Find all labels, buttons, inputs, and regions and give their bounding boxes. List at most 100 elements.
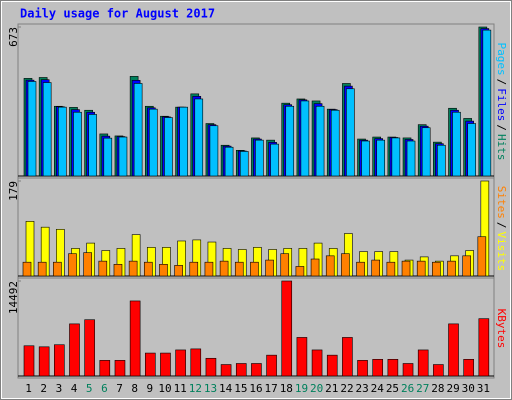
bar	[376, 139, 386, 177]
bar	[361, 140, 370, 177]
bar	[113, 264, 123, 277]
x-tick-label: 9	[147, 382, 154, 395]
bar	[133, 83, 143, 177]
legend-entry: Pages	[495, 43, 508, 76]
bar	[88, 114, 97, 177]
bar	[103, 137, 113, 177]
bar	[251, 363, 262, 377]
bar	[433, 364, 444, 377]
bar	[114, 360, 126, 377]
bar	[462, 255, 471, 277]
legend-entry: Sites	[495, 186, 508, 219]
legend-separator: /	[495, 222, 508, 229]
y-tick-label: 673	[7, 27, 20, 47]
bar	[437, 144, 446, 177]
bar	[58, 106, 67, 177]
bar	[98, 260, 108, 277]
x-tick-label: 17	[265, 382, 278, 395]
bar	[209, 125, 219, 177]
bar	[467, 123, 476, 177]
x-tick-label: 10	[158, 382, 171, 395]
bar	[447, 260, 456, 277]
chart-title: Daily usage for August 2017	[20, 7, 215, 21]
y-tick-label: 14492	[7, 281, 20, 314]
bar	[22, 261, 32, 277]
x-tick-label: 20	[310, 382, 323, 395]
bar	[54, 344, 65, 377]
x-tick-label: 11	[174, 382, 187, 395]
x-tick-label: 7	[116, 382, 123, 395]
x-tick-label: 27	[416, 382, 429, 395]
bar	[194, 98, 204, 177]
bar	[452, 111, 461, 177]
bar	[478, 318, 490, 377]
bar	[401, 260, 411, 277]
x-tick-label: 26	[401, 382, 414, 395]
x-tick-label: 14	[219, 382, 233, 395]
bar	[148, 108, 158, 177]
bar	[42, 82, 52, 177]
bar	[386, 261, 396, 277]
bar	[27, 81, 37, 177]
x-tick-label: 13	[204, 382, 217, 395]
bar	[372, 359, 384, 377]
bar	[205, 357, 217, 377]
bar	[160, 352, 171, 377]
bar	[239, 151, 249, 177]
bar	[315, 105, 325, 177]
bar	[265, 259, 274, 277]
x-tick-label: 15	[234, 382, 247, 395]
bar	[175, 349, 186, 377]
x-tick-label: 25	[386, 382, 399, 395]
bar	[421, 127, 431, 177]
bar	[326, 354, 338, 377]
bar	[219, 260, 229, 277]
legend: Sites / Visits	[495, 186, 508, 272]
bar	[285, 105, 295, 177]
x-tick-label: 31	[477, 382, 490, 395]
bar	[341, 253, 350, 277]
bar	[402, 363, 414, 377]
legend: KBytes	[495, 309, 508, 349]
bar	[406, 140, 416, 177]
bar	[235, 363, 247, 377]
bar	[174, 265, 183, 277]
bar	[234, 261, 244, 277]
bar	[118, 136, 128, 177]
x-tick-label: 21	[325, 382, 338, 395]
x-tick-label: 22	[340, 382, 353, 395]
bar	[204, 261, 214, 277]
bar	[144, 352, 156, 377]
bar	[189, 261, 199, 277]
legend-separator: /	[495, 79, 508, 86]
bar	[220, 364, 232, 377]
bar	[164, 117, 173, 177]
bar	[224, 146, 234, 177]
bar	[463, 359, 474, 377]
bar	[179, 106, 188, 177]
bar	[432, 261, 441, 277]
x-tick-label: 6	[101, 382, 108, 395]
x-tick-label: 16	[249, 382, 262, 395]
bar	[23, 345, 35, 377]
bar	[38, 346, 50, 377]
bar	[190, 348, 202, 377]
x-tick-label: 23	[356, 382, 369, 395]
legend-separator: /	[495, 124, 508, 131]
bar	[387, 359, 399, 377]
x-tick-label: 24	[371, 382, 385, 395]
bar	[295, 266, 305, 277]
bar	[482, 29, 492, 177]
y-tick-label: 179	[7, 181, 20, 201]
bar	[250, 261, 259, 277]
bar	[477, 236, 487, 277]
bar	[159, 264, 168, 277]
plot-area	[17, 277, 495, 379]
bar	[281, 280, 293, 377]
bar	[53, 261, 62, 277]
bar	[83, 252, 92, 277]
bar	[73, 111, 82, 177]
bar	[84, 319, 95, 377]
legend-entry: Visits	[495, 232, 508, 272]
